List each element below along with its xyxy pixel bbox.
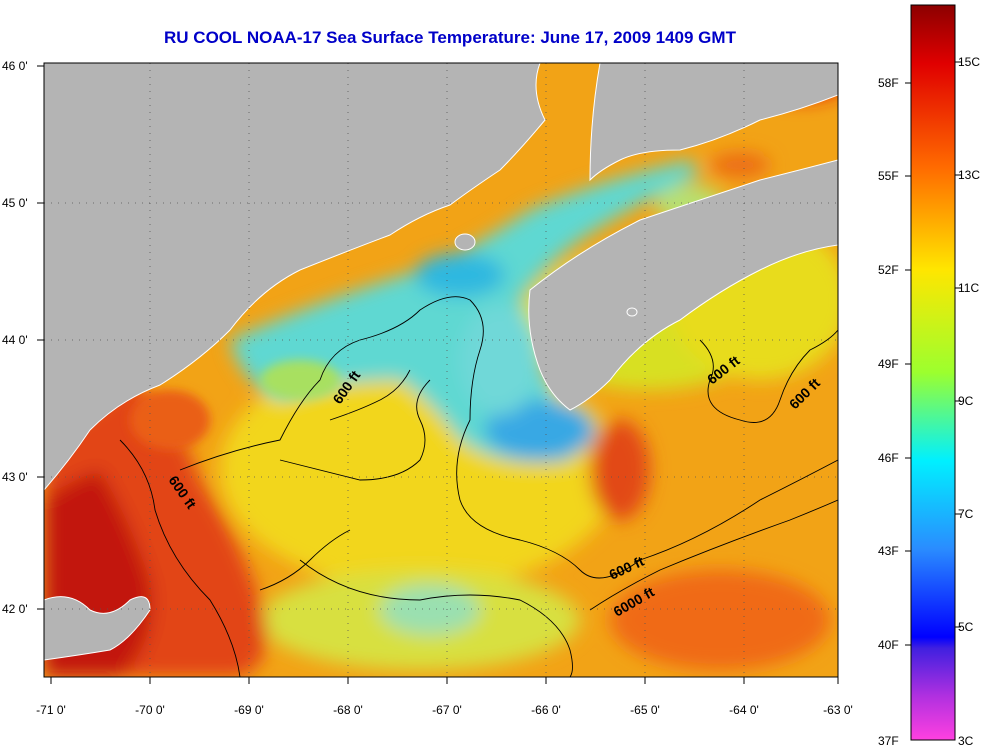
lon-label: -69 0' — [234, 703, 264, 717]
colorbar-f-label: 58F — [878, 76, 899, 90]
colorbar-gradient — [910, 4, 956, 741]
colorbar-c-label: 9C — [958, 394, 974, 408]
lat-label: 43 0' — [2, 470, 28, 484]
colorbar-ticks — [905, 61, 961, 646]
map-frame — [43, 62, 839, 678]
colorbar-c-label: 13C — [958, 168, 980, 182]
lon-label: -68 0' — [333, 703, 363, 717]
colorbar-c-label: 15C — [958, 55, 980, 69]
colorbar-c-label: 11C — [958, 281, 979, 295]
lon-label: -67 0' — [432, 703, 462, 717]
map-title: RU COOL NOAA-17 Sea Surface Temperature:… — [164, 28, 736, 47]
axis-ticks — [37, 65, 839, 684]
lat-label: 46 0' — [2, 59, 28, 73]
colorbar-f-label: 55F — [878, 169, 899, 183]
colorbar-f-label: 46F — [878, 451, 899, 465]
lon-label: -64 0' — [729, 703, 759, 717]
colorbar-f-label: 37F — [878, 734, 899, 748]
graticule — [44, 63, 838, 677]
colorbar-c-label: 7C — [958, 507, 974, 521]
colorbar-f-label: 43F — [878, 544, 899, 558]
colorbar-c-label: 5C — [958, 620, 974, 634]
colorbar-f-label: 49F — [878, 357, 899, 371]
lon-label: -71 0' — [36, 703, 66, 717]
colorbar-c-label: 3C — [958, 734, 974, 748]
islands — [454, 233, 638, 317]
lat-label: 44 0' — [2, 333, 28, 347]
colorbar-f-label: 40F — [878, 638, 899, 652]
lon-label: -63 0' — [823, 703, 853, 717]
lon-label: -65 0' — [630, 703, 660, 717]
bathymetry-contours — [119, 296, 838, 677]
land — [44, 63, 838, 661]
lon-label: -70 0' — [135, 703, 165, 717]
lat-label: 42 0' — [2, 602, 28, 616]
lat-label: 45 0' — [2, 196, 28, 210]
lon-label: -66 0' — [531, 703, 561, 717]
colorbar-f-label: 52F — [878, 263, 899, 277]
